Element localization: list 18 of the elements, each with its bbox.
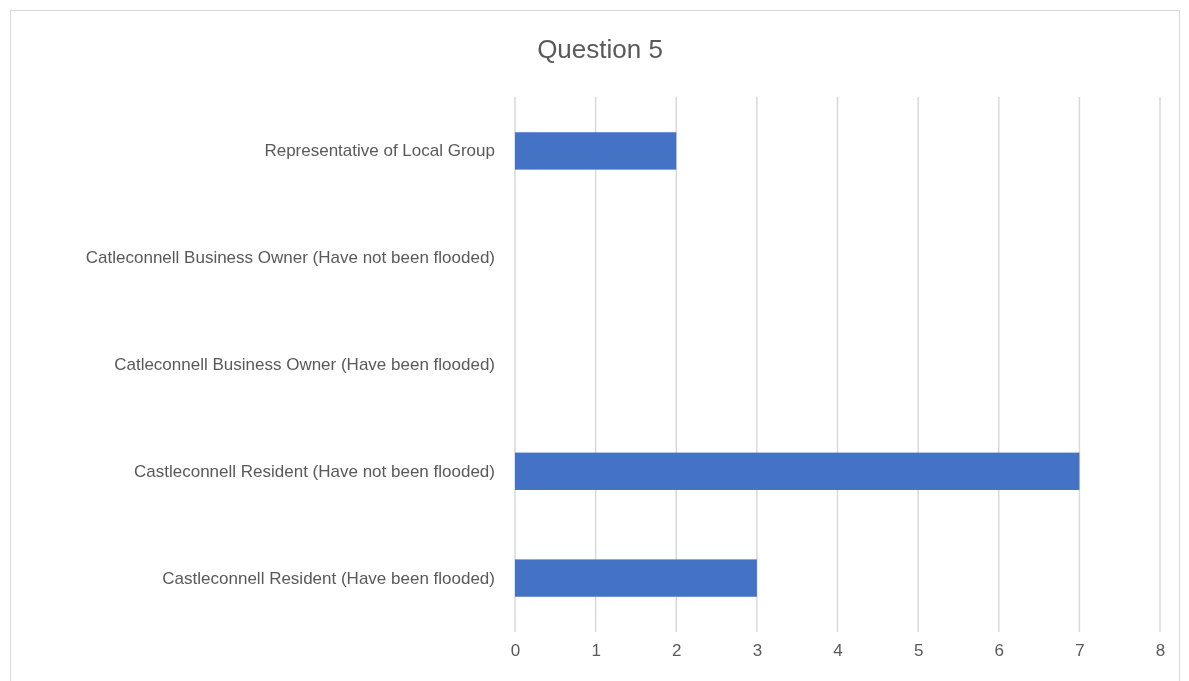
- y-tick-label: Castleconnell Resident (Have been flooded): [162, 568, 495, 588]
- x-tick-label: 6: [994, 641, 1004, 661]
- y-tick-label: Castleconnell Resident (Have not been flooded): [133, 461, 495, 481]
- y-tick-label: Representative of Local Group: [264, 141, 495, 161]
- x-tick-label: 4: [833, 641, 843, 661]
- x-tick-label: 0: [510, 641, 521, 661]
- x-tick-label: 7: [1075, 641, 1085, 661]
- x-tick-label: 5: [913, 641, 924, 661]
- chart-title: Question 5: [537, 34, 663, 64]
- bar: [515, 132, 677, 170]
- bar: [515, 559, 757, 597]
- y-tick-label: Catleconnell Business Owner (Have been flooded): [114, 354, 495, 374]
- x-tick-label: 2: [672, 641, 682, 661]
- y-tick-label: Catleconnell Business Owner (Have not been flooded): [85, 248, 495, 268]
- x-tick-label: 3: [752, 641, 763, 661]
- bar: [515, 452, 1080, 490]
- x-tick-label: 8: [1155, 641, 1166, 661]
- x-tick-label: 1: [591, 641, 601, 661]
